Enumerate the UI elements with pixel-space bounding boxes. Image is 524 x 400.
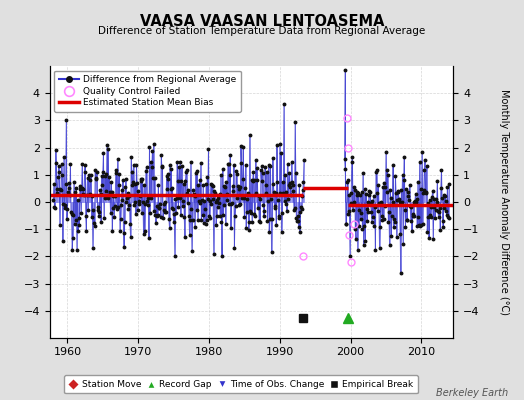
Legend: Difference from Regional Average, Quality Control Failed, Estimated Station Mean: Difference from Regional Average, Qualit… — [54, 70, 241, 112]
Legend: Station Move, Record Gap, Time of Obs. Change, Empirical Break: Station Move, Record Gap, Time of Obs. C… — [64, 376, 418, 394]
Text: VAASA VAASAN LENTOASEMA: VAASA VAASAN LENTOASEMA — [140, 14, 384, 29]
Y-axis label: Monthly Temperature Anomaly Difference (°C): Monthly Temperature Anomaly Difference (… — [499, 89, 509, 315]
Text: Berkeley Earth: Berkeley Earth — [436, 388, 508, 398]
Text: Difference of Station Temperature Data from Regional Average: Difference of Station Temperature Data f… — [99, 26, 425, 36]
